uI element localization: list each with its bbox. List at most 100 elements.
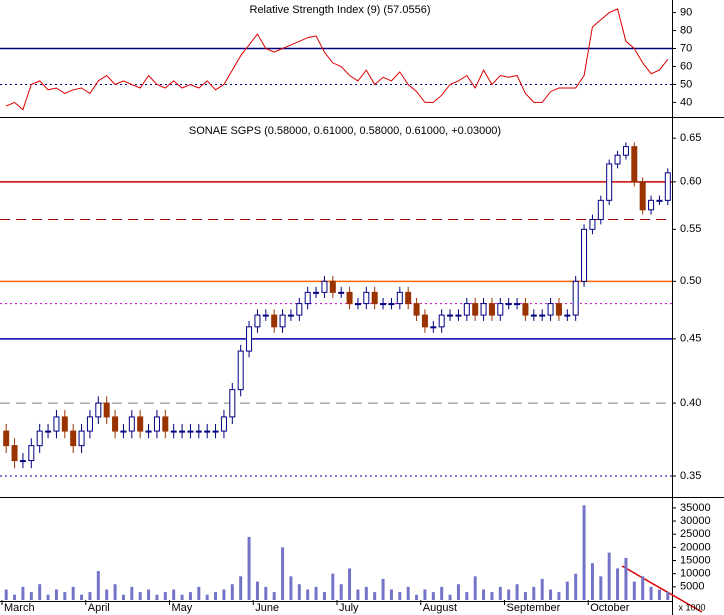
rsi-title: Relative Strength Index (9) (57.0556) bbox=[250, 4, 431, 16]
x-tick-label: July bbox=[339, 602, 359, 614]
candle-body bbox=[170, 430, 177, 433]
candle-body bbox=[11, 445, 18, 462]
volume-bar bbox=[364, 586, 368, 600]
volume-bar bbox=[255, 581, 259, 600]
x-tick-label: March bbox=[4, 602, 35, 614]
candle-body bbox=[195, 430, 202, 433]
volume-bar bbox=[582, 505, 586, 600]
y-tick-label: 25000 bbox=[680, 528, 711, 540]
x-tick-label: August bbox=[423, 602, 457, 614]
volume-bar bbox=[188, 592, 192, 600]
candle-body bbox=[488, 303, 495, 316]
candle-body bbox=[606, 163, 613, 201]
volume-bar bbox=[247, 536, 251, 600]
candle-body bbox=[380, 303, 387, 306]
volume-bar bbox=[616, 568, 620, 600]
volume-bar bbox=[515, 584, 519, 600]
volume-bar bbox=[13, 594, 17, 600]
y-tick-label: 40 bbox=[680, 96, 692, 108]
candle-body bbox=[162, 416, 169, 432]
candle-body bbox=[145, 430, 152, 433]
volume-bar bbox=[180, 594, 184, 600]
volume-bar bbox=[649, 586, 653, 600]
candle-body bbox=[354, 303, 361, 306]
candle-body bbox=[254, 314, 261, 328]
candle-body bbox=[313, 291, 320, 294]
volume-bar bbox=[549, 589, 553, 600]
candle-body bbox=[246, 326, 253, 352]
candle-body bbox=[61, 416, 68, 432]
volume-bar bbox=[147, 589, 151, 600]
volume-bar bbox=[46, 594, 50, 600]
volume-bar bbox=[498, 586, 502, 600]
candle-body bbox=[664, 172, 671, 201]
x-tick-label: April bbox=[88, 602, 110, 614]
candle-body bbox=[53, 416, 60, 432]
volume-bar bbox=[4, 589, 8, 600]
volume-bar bbox=[657, 589, 661, 600]
y-tick-label: 0.35 bbox=[680, 470, 701, 482]
y-tick-label: 50 bbox=[680, 78, 692, 90]
candle-body bbox=[547, 303, 554, 316]
volume-bar bbox=[214, 592, 218, 600]
volume-bar bbox=[356, 589, 360, 600]
y-tick-label: 35000 bbox=[680, 502, 711, 514]
candle-body bbox=[28, 445, 35, 462]
candle-body bbox=[639, 181, 646, 211]
candle-body bbox=[539, 314, 546, 317]
volume-bar bbox=[105, 589, 109, 600]
volume-bar bbox=[80, 594, 84, 600]
candle-body bbox=[447, 314, 454, 317]
candle-body bbox=[648, 199, 655, 211]
candle-body bbox=[137, 416, 144, 432]
y-tick-label: 60 bbox=[680, 60, 692, 72]
candle-body bbox=[530, 314, 537, 317]
volume-bar bbox=[339, 584, 343, 600]
candle-body bbox=[36, 430, 43, 447]
volume-bar bbox=[406, 586, 410, 600]
volume-bar bbox=[557, 592, 561, 600]
volume-bar bbox=[448, 594, 452, 600]
trend-line bbox=[621, 565, 703, 613]
volume-bar bbox=[456, 584, 460, 600]
x-tick-label: September bbox=[507, 602, 561, 614]
volume-bar bbox=[322, 592, 326, 600]
candle-body bbox=[455, 314, 462, 317]
rsi-line bbox=[6, 8, 669, 111]
volume-bar bbox=[473, 576, 477, 600]
volume-bar bbox=[163, 592, 167, 600]
volume-bar bbox=[96, 571, 100, 600]
volume-bar bbox=[415, 594, 419, 600]
candle-body bbox=[656, 199, 663, 202]
volume-bar bbox=[21, 586, 25, 600]
volume-bar bbox=[54, 589, 58, 600]
volume-bar bbox=[398, 592, 402, 600]
candle-body bbox=[363, 291, 370, 305]
y-tick-label: 20000 bbox=[680, 541, 711, 553]
candle-body bbox=[204, 430, 211, 433]
volume-bar bbox=[289, 576, 293, 600]
candle-body bbox=[128, 416, 135, 432]
candle-body bbox=[505, 303, 512, 306]
candle-body bbox=[463, 303, 470, 316]
candle-body bbox=[70, 430, 77, 447]
x-tick-label: June bbox=[255, 602, 279, 614]
volume-bar bbox=[607, 552, 611, 600]
candle-body bbox=[153, 416, 160, 432]
volume-bar bbox=[482, 589, 486, 600]
x-tick-label: October bbox=[590, 602, 629, 614]
volume-bar bbox=[281, 547, 285, 600]
candle-body bbox=[472, 303, 479, 316]
volume-bar bbox=[381, 578, 385, 600]
y-tick-label: 10000 bbox=[680, 568, 711, 580]
candle-body bbox=[581, 228, 588, 282]
volume-bar bbox=[423, 589, 427, 600]
volume-bar bbox=[666, 592, 670, 600]
candle-body bbox=[572, 280, 579, 316]
volume-bar bbox=[138, 592, 142, 600]
volume-bar bbox=[29, 592, 33, 600]
candle-body bbox=[86, 416, 93, 432]
candle-body bbox=[19, 460, 26, 463]
